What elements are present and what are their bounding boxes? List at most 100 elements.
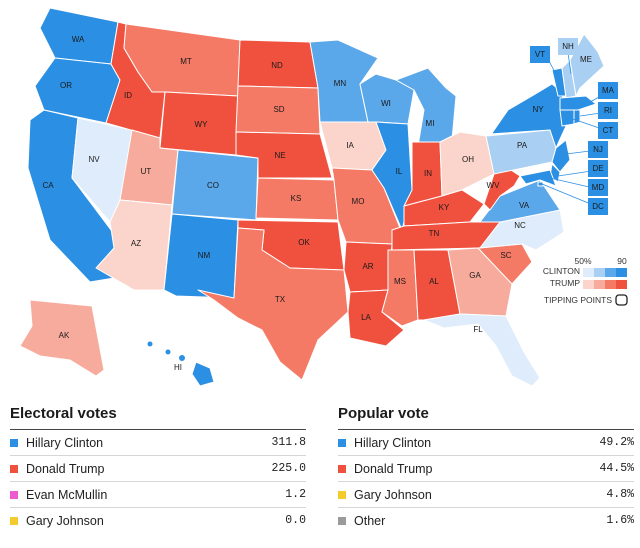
color-swatch bbox=[10, 464, 18, 473]
candidate-name: Gary Johnson bbox=[26, 513, 104, 528]
state-MD[interactable] bbox=[519, 169, 557, 187]
color-swatch bbox=[338, 490, 346, 499]
candidate-name: Other bbox=[354, 513, 386, 528]
state-NJ[interactable] bbox=[551, 139, 571, 173]
legend-swatch-trump-3 bbox=[616, 280, 627, 289]
state-MA[interactable] bbox=[559, 95, 597, 111]
state-label-IA: IA bbox=[346, 141, 354, 150]
legend-swatch-clinton-2 bbox=[605, 268, 616, 277]
state-label-KY: KY bbox=[439, 203, 450, 212]
callout-label-VT: VT bbox=[535, 50, 545, 59]
legend-swatch-trump-0 bbox=[583, 280, 594, 289]
state-label-NE: NE bbox=[274, 151, 285, 160]
state-ME[interactable] bbox=[569, 33, 605, 97]
callout-label-MA: MA bbox=[602, 86, 615, 95]
callout-line-VT bbox=[548, 60, 559, 79]
state-PA[interactable] bbox=[485, 129, 557, 175]
legend-swatch-clinton-3 bbox=[616, 268, 627, 277]
state-label-ND: ND bbox=[271, 61, 283, 70]
legend-swatch-clinton-1 bbox=[594, 268, 605, 277]
state-label-SD: SD bbox=[273, 105, 284, 114]
state-label-AR: AR bbox=[362, 262, 373, 271]
callout-box-MD[interactable]: MD bbox=[588, 179, 608, 196]
state-FL[interactable] bbox=[423, 313, 541, 387]
callout-box-NH[interactable]: NH bbox=[558, 38, 578, 55]
legend-swatch-trump-2 bbox=[605, 280, 616, 289]
callout-box-DE[interactable]: DE bbox=[588, 160, 608, 177]
state-WI[interactable] bbox=[359, 73, 415, 125]
electoral-votes-row: Evan McMullin 1.2 bbox=[10, 481, 306, 507]
state-label-MN: MN bbox=[334, 79, 347, 88]
electoral-votes-value: 311.8 bbox=[271, 436, 306, 449]
state-label-TX: TX bbox=[275, 295, 286, 304]
legend-swatch-trump-1 bbox=[594, 280, 605, 289]
callout-box-VT[interactable]: VT bbox=[530, 46, 550, 63]
electoral-votes-title: Electoral votes bbox=[10, 405, 117, 422]
state-label-LA: LA bbox=[361, 313, 371, 322]
popular-vote-row: Other 1.6% bbox=[338, 507, 634, 533]
state-label-ME: ME bbox=[580, 55, 592, 64]
state-label-IN: IN bbox=[424, 169, 432, 178]
candidate-name: Hillary Clinton bbox=[354, 435, 432, 450]
popular-vote-value: 49.2% bbox=[599, 436, 634, 449]
color-swatch bbox=[338, 516, 346, 525]
state-label-OH: OH bbox=[462, 155, 474, 164]
callout-box-CT[interactable]: CT bbox=[598, 122, 618, 139]
color-swatch bbox=[338, 464, 346, 473]
callout-box-MA[interactable]: MA bbox=[598, 82, 618, 99]
electoral-votes-row: Donald Trump 225.0 bbox=[10, 455, 306, 481]
state-label-OK: OK bbox=[298, 238, 310, 247]
electoral-votes-row: Gary Johnson 0.0 bbox=[10, 507, 306, 533]
state-label-ID: ID bbox=[124, 91, 132, 100]
state-label-HI: HI bbox=[174, 363, 182, 372]
map-legend: 50% 90 CLINTON TRUMP TIPPING POINTS bbox=[543, 256, 628, 306]
state-GA[interactable] bbox=[447, 247, 513, 317]
state-label-AZ: AZ bbox=[131, 239, 141, 248]
state-label-KS: KS bbox=[291, 194, 302, 203]
state-label-AK: AK bbox=[59, 331, 70, 340]
callout-label-CT: CT bbox=[603, 126, 614, 135]
legend-trump-label: TRUMP bbox=[550, 278, 581, 288]
electoral-votes-value: 225.0 bbox=[271, 462, 306, 475]
legend-color-ramp bbox=[583, 268, 627, 289]
callout-box-DC[interactable]: DC bbox=[588, 198, 608, 215]
state-label-MS: MS bbox=[394, 277, 406, 286]
state-label-NV: NV bbox=[88, 155, 100, 164]
electoral-votes-row: Hillary Clinton 311.8 bbox=[10, 429, 306, 455]
popular-vote-row: Gary Johnson 4.8% bbox=[338, 481, 634, 507]
legend-tipping-label: TIPPING POINTS bbox=[544, 295, 612, 305]
state-label-PA: PA bbox=[517, 141, 528, 150]
state-TX[interactable] bbox=[197, 227, 349, 381]
state-RI[interactable] bbox=[573, 109, 581, 125]
state-IL[interactable] bbox=[371, 121, 413, 231]
state-label-NY: NY bbox=[532, 105, 544, 114]
state-label-MI: MI bbox=[426, 119, 435, 128]
candidate-name: Evan McMullin bbox=[26, 487, 108, 502]
state-label-NC: NC bbox=[514, 221, 526, 230]
electoral-votes-value: 1.2 bbox=[285, 488, 306, 501]
state-DC[interactable] bbox=[537, 181, 544, 187]
callout-box-NJ[interactable]: NJ bbox=[588, 141, 608, 158]
electoral-votes-value: 0.0 bbox=[285, 514, 306, 527]
state-label-OR: OR bbox=[60, 81, 72, 90]
state-AK[interactable] bbox=[19, 299, 105, 377]
state-label-UT: UT bbox=[141, 167, 152, 176]
legend-scale-high: 90 bbox=[617, 256, 627, 266]
callout-line-NH bbox=[567, 52, 572, 75]
state-label-IL: IL bbox=[396, 167, 403, 176]
state-label-MO: MO bbox=[352, 197, 365, 206]
legend-scale-low: 50% bbox=[574, 256, 591, 266]
color-swatch bbox=[338, 438, 346, 447]
us-election-map: VT NH MA RI CT NJ DE MD DC WA OR CA NV ID MT WY UT AZ CO N… bbox=[19, 7, 628, 387]
electoral-votes-panel: Electoral votes Hillary Clinton 311.8 Dona… bbox=[10, 405, 306, 533]
callout-box-RI[interactable]: RI bbox=[598, 102, 618, 119]
state-HI[interactable] bbox=[146, 340, 215, 387]
state-label-FL: FL bbox=[473, 325, 483, 334]
callout-label-NJ: NJ bbox=[593, 145, 603, 154]
tipping-point-icon bbox=[615, 294, 628, 306]
state-CT[interactable] bbox=[559, 109, 575, 127]
color-swatch bbox=[10, 490, 18, 499]
state-NM[interactable] bbox=[163, 213, 239, 299]
state-AZ[interactable] bbox=[95, 199, 173, 291]
callout-label-DC: DC bbox=[592, 202, 604, 211]
